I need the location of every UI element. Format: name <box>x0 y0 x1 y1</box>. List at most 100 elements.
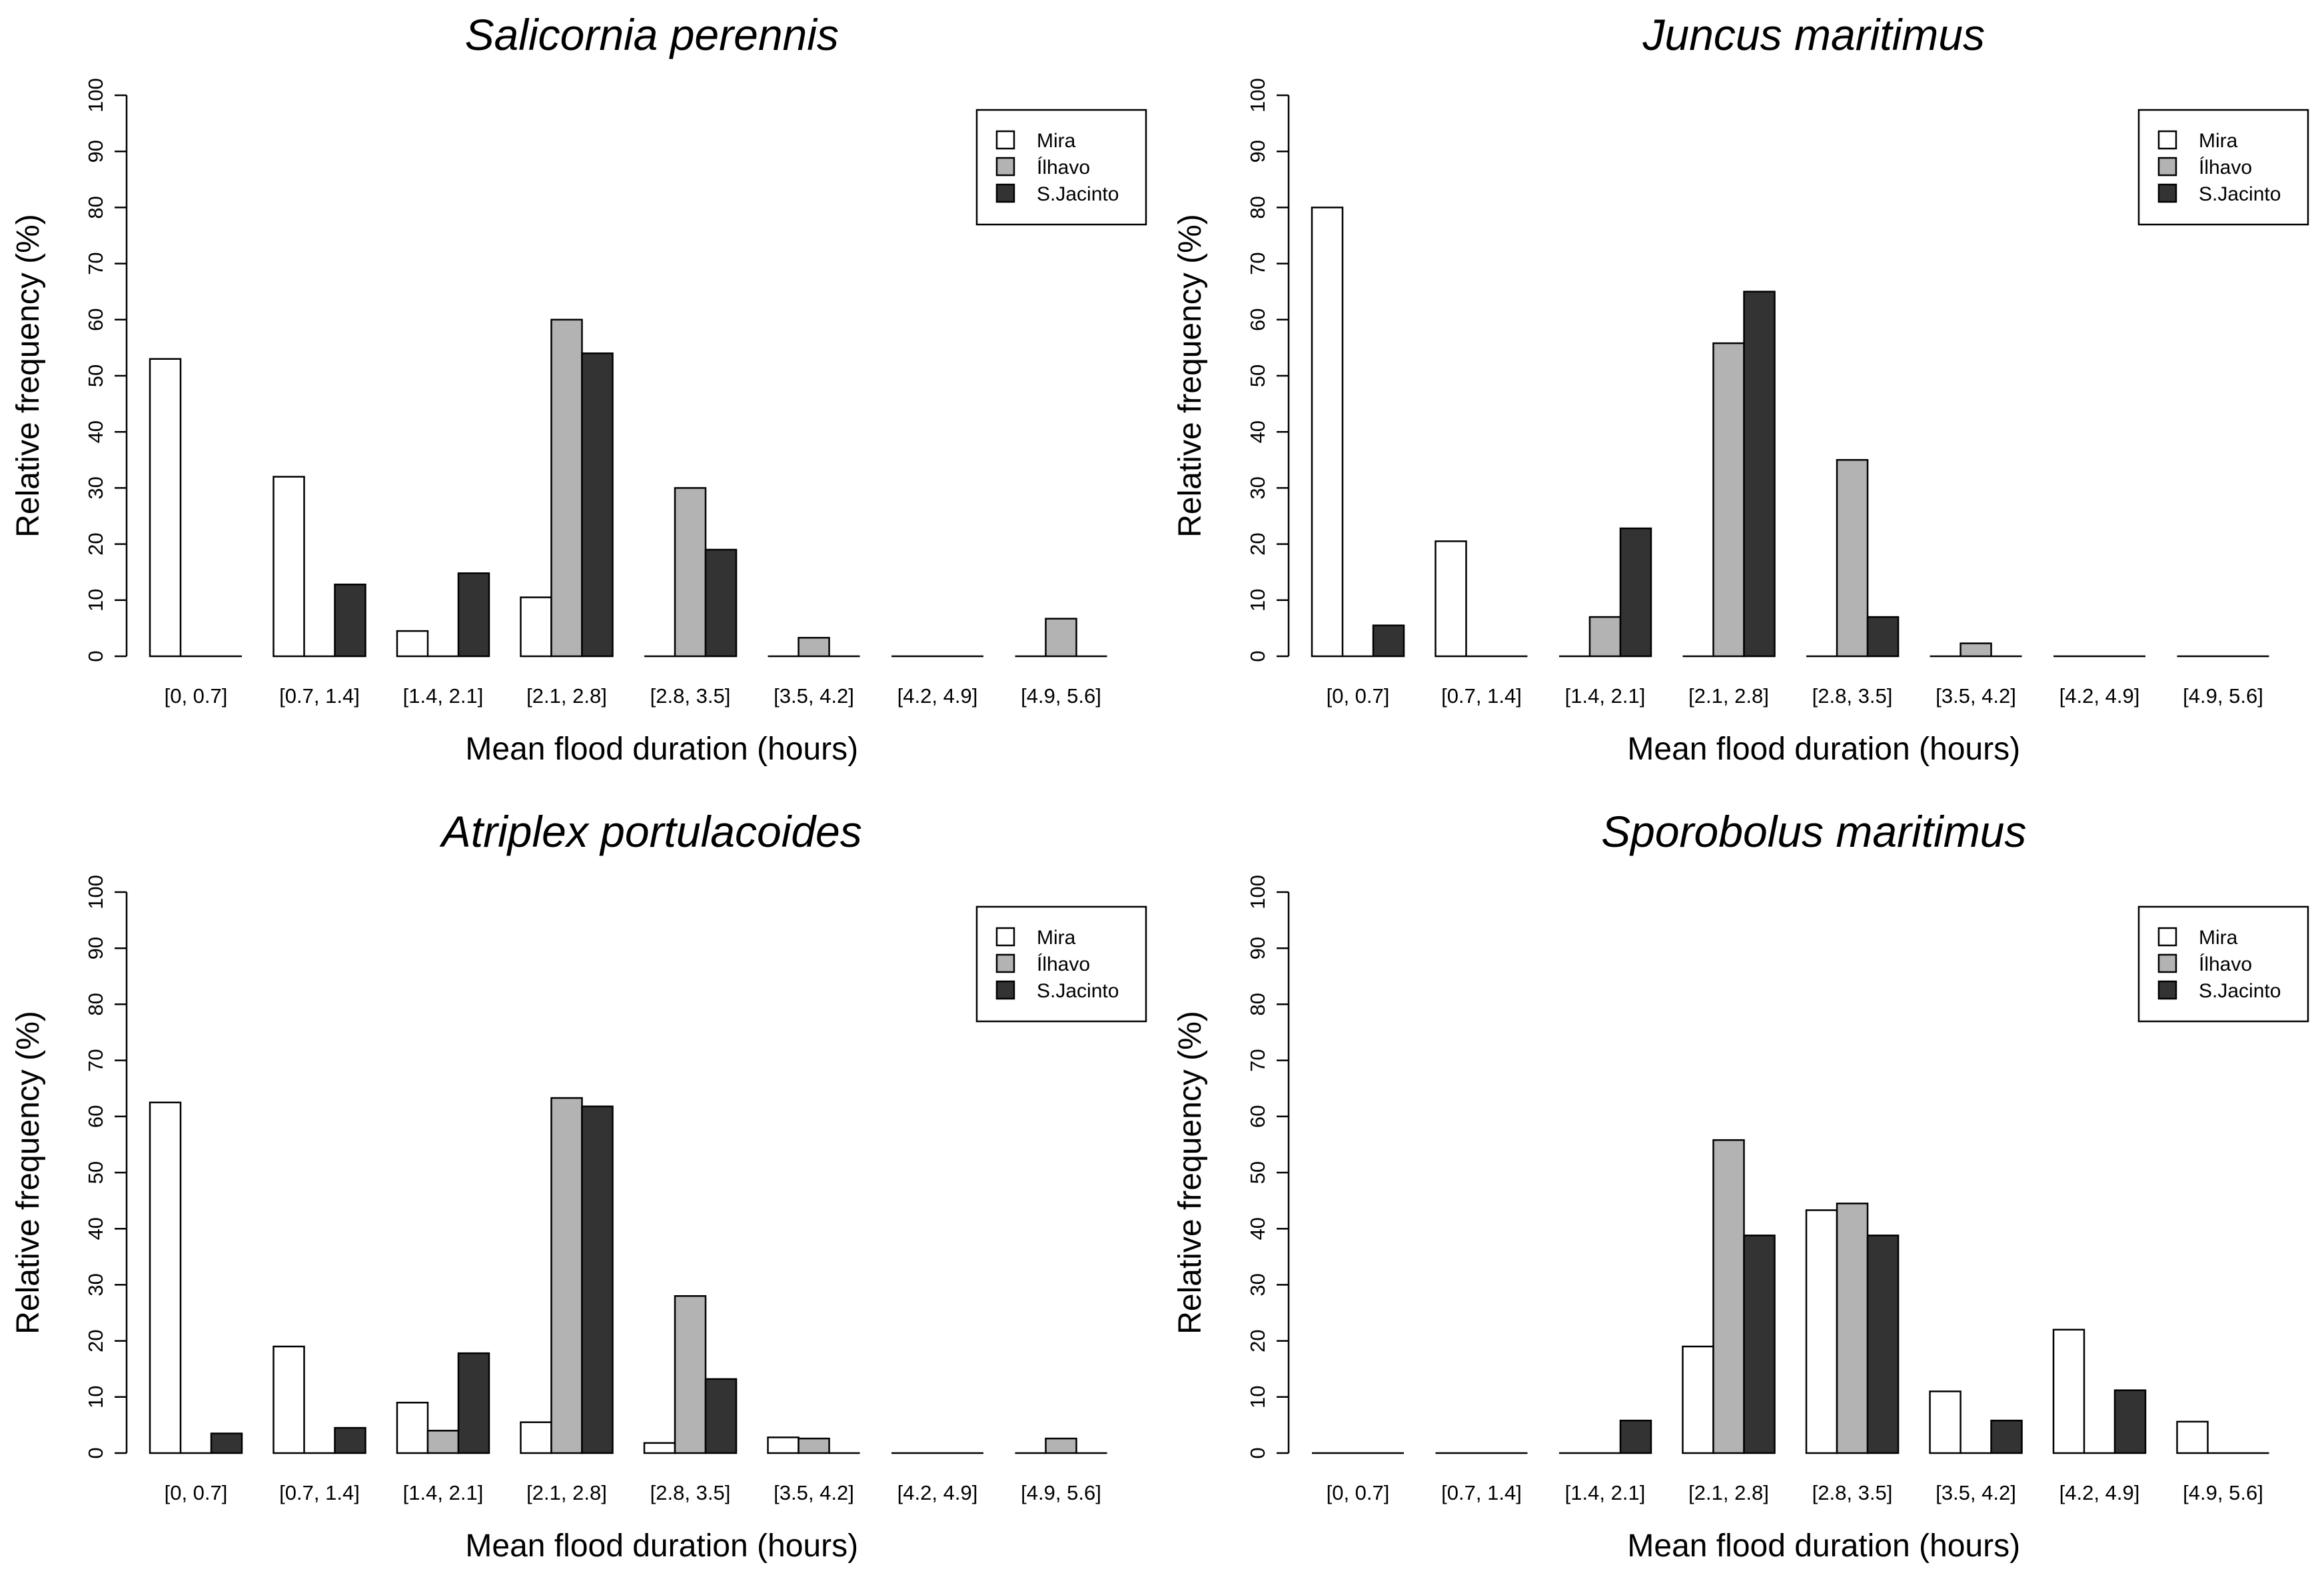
bar-s-jacinto <box>210 1432 243 1454</box>
y-tick-label: 80 <box>84 196 107 219</box>
x-category-label: [1.4, 2.1] <box>403 684 484 708</box>
y-tick-label: 90 <box>1246 937 1269 959</box>
legend-swatch <box>2157 980 2177 1000</box>
x-axis-label: Mean flood duration (hours) <box>465 732 858 767</box>
y-tick-label: 10 <box>1246 1386 1269 1408</box>
y-tick-label: 0 <box>84 650 107 662</box>
x-category-label: [3.5, 4.2] <box>1936 1481 2016 1504</box>
chart-title: Juncus maritimus <box>1642 10 1985 59</box>
bar-mira <box>2176 1420 2209 1454</box>
legend-label: S.Jacinto <box>2199 183 2281 205</box>
legend-label: Mira <box>2199 130 2238 152</box>
bar-mira <box>396 1401 429 1454</box>
y-tick-label: 50 <box>84 1161 107 1184</box>
bar-s-jacinto <box>334 1426 366 1454</box>
bar-mira <box>1311 207 1344 658</box>
x-category-label: [0, 0.7] <box>165 684 228 708</box>
legend-box <box>2137 109 2309 226</box>
y-tick-label: 10 <box>84 589 107 612</box>
y-tick-label: 20 <box>84 532 107 555</box>
legend-swatch <box>2157 953 2177 973</box>
legend-label: Ílhavo <box>1037 953 1090 975</box>
x-category-label: [4.9, 5.6] <box>2183 684 2263 708</box>
bar-s-jacinto <box>1372 624 1405 658</box>
bar-s-jacinto <box>1866 1235 1900 1454</box>
x-axis-label: Mean flood duration (hours) <box>1627 1528 2020 1564</box>
y-tick-label: 30 <box>1246 1273 1269 1296</box>
x-category-label: [2.8, 3.5] <box>650 684 731 708</box>
legend-swatch <box>995 927 1015 947</box>
x-category-label: [0.7, 1.4] <box>1441 1481 1522 1504</box>
y-tick-label: 30 <box>84 476 107 499</box>
y-axis-label: Relative frequency (%) <box>1173 1011 1208 1334</box>
bar--lhavo <box>550 1097 583 1454</box>
x-category-label: [0.7, 1.4] <box>279 1481 360 1504</box>
bar-mira <box>643 1442 676 1454</box>
y-tick-label: 40 <box>84 420 107 443</box>
x-axis-label: Mean flood duration (hours) <box>1627 732 2020 767</box>
y-tick-label: 90 <box>1246 140 1269 163</box>
legend-label: Ílhavo <box>2199 157 2252 179</box>
x-category-label: [2.8, 3.5] <box>1812 1481 1893 1504</box>
x-category-label: [1.4, 2.1] <box>1565 684 1646 708</box>
x-category-label: [0, 0.7] <box>1327 1481 1390 1504</box>
y-tick-label: 70 <box>84 1049 107 1071</box>
bar--lhavo <box>674 1295 707 1454</box>
bar-mira <box>149 1101 182 1454</box>
bar-s-jacinto <box>1619 1419 1652 1454</box>
bar-mira <box>273 476 305 658</box>
x-category-label: [4.9, 5.6] <box>1021 1481 1101 1504</box>
x-category-label: [4.9, 5.6] <box>1021 684 1101 708</box>
y-axis-label: Relative frequency (%) <box>11 1011 46 1334</box>
bar-s-jacinto <box>1866 616 1900 658</box>
y-tick-label: 100 <box>84 78 107 113</box>
chart-title: Salicornia perennis <box>465 10 839 59</box>
bar-mira <box>520 596 552 658</box>
y-tick-label: 90 <box>84 140 107 163</box>
y-tick-label: 0 <box>1246 650 1269 662</box>
legend-label: Mira <box>1037 130 1076 152</box>
bar-s-jacinto <box>581 352 614 658</box>
legend-box <box>2137 905 2309 1023</box>
chart-panel: Atriplex portulacoides 0 10 20 30 40 50 60 70 80 9… <box>0 797 1162 1587</box>
x-category-label: [3.5, 4.2] <box>774 684 854 708</box>
y-tick-label: 20 <box>84 1329 107 1352</box>
x-axis-label: Mean flood duration (hours) <box>465 1528 858 1564</box>
y-tick-label: 40 <box>1246 420 1269 443</box>
y-tick-label: 10 <box>84 1386 107 1408</box>
y-tick-label: 60 <box>1246 1105 1269 1128</box>
y-tick-label: 50 <box>1246 364 1269 387</box>
legend-swatch <box>995 157 1015 177</box>
bar-s-jacinto <box>1743 1235 1776 1454</box>
y-tick-label: 60 <box>84 1105 107 1128</box>
x-category-label: [2.8, 3.5] <box>650 1481 731 1504</box>
bar--lhavo <box>1836 1203 1869 1454</box>
bar-mira <box>273 1345 305 1454</box>
y-tick-label: 100 <box>1246 78 1269 113</box>
bar-s-jacinto <box>704 1378 738 1454</box>
y-tick-label: 30 <box>84 1273 107 1296</box>
bar-mira <box>396 630 429 658</box>
x-category-label: [0, 0.7] <box>1327 684 1390 708</box>
bar-s-jacinto <box>704 548 738 658</box>
y-tick-label: 70 <box>1246 252 1269 274</box>
bar-s-jacinto <box>457 1352 490 1454</box>
legend-label: Mira <box>1037 927 1076 949</box>
chart-title: Sporobolus maritimus <box>1601 807 2026 856</box>
legend-label: Ílhavo <box>1037 157 1090 179</box>
y-tick-label: 80 <box>84 993 107 1015</box>
x-category-label: [4.2, 4.9] <box>2059 684 2140 708</box>
x-category-label: [4.9, 5.6] <box>2183 1481 2263 1504</box>
y-tick-label: 30 <box>1246 476 1269 499</box>
bar--lhavo <box>1836 459 1869 658</box>
x-category-label: [1.4, 2.1] <box>1565 1481 1646 1504</box>
y-tick-label: 10 <box>1246 589 1269 612</box>
chart-panel: Sporobolus maritimus 0 10 20 30 40 50 60 70 80 90 1… <box>1162 797 2324 1587</box>
y-tick-label: 40 <box>84 1217 107 1240</box>
y-tick-label: 0 <box>84 1447 107 1458</box>
y-tick-label: 50 <box>84 364 107 387</box>
bar--lhavo <box>1588 616 1622 658</box>
y-axis-label: Relative frequency (%) <box>11 214 46 538</box>
y-tick-label: 100 <box>84 875 107 909</box>
